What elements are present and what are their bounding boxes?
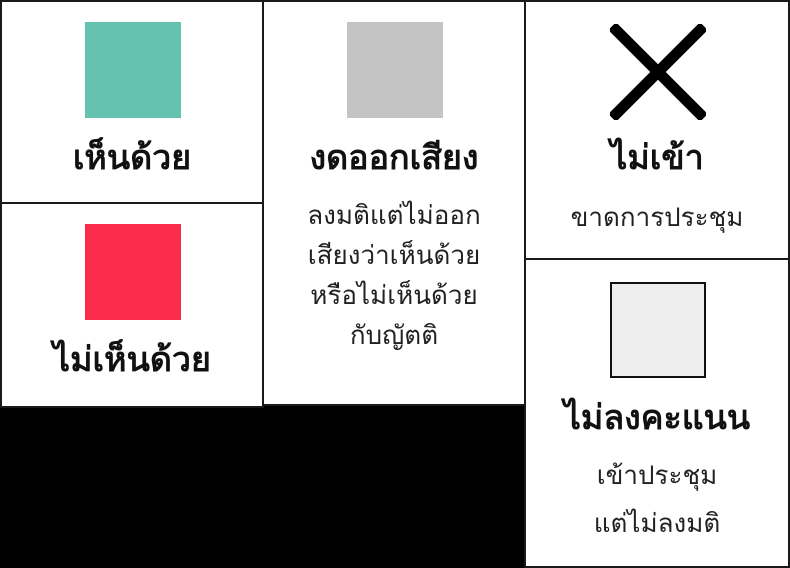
absent-desc-line: ขาดการประชุม <box>570 203 744 233</box>
x-icon <box>610 24 706 120</box>
no-vote-desc-line: เข้าประชุม <box>596 461 718 491</box>
legend-item-no-vote: ไม่ลงคะแนน เข้าประชุม แต่ไม่ลงมติ <box>524 258 790 568</box>
abstain-desc-line: เสียงว่าเห็นด้วย <box>307 241 481 271</box>
abstain-desc-line: ลงมติแต่ไม่ออก <box>307 201 481 231</box>
abstain-desc-line: หรือไม่เห็นด้วย <box>310 281 478 311</box>
absent-label: ไม่เข้า <box>610 138 704 178</box>
no-vote-desc-line: แต่ไม่ลงมติ <box>593 509 721 539</box>
abstain-desc-line: กับญัตติ <box>349 321 439 351</box>
no-vote-swatch <box>610 282 706 378</box>
legend-item-absent: ไม่เข้า ขาดการประชุม <box>524 0 790 260</box>
disagree-swatch <box>85 224 181 320</box>
abstain-label: งดออกเสียง <box>309 138 479 178</box>
abstain-swatch <box>347 22 443 118</box>
legend-item-abstain: งดออกเสียง ลงมติแต่ไม่ออก เสียงว่าเห็นด้… <box>262 0 526 406</box>
legend-item-disagree: ไม่เห็นด้วย <box>0 202 264 408</box>
agree-label: เห็นด้วย <box>72 138 192 178</box>
agree-swatch <box>85 22 181 118</box>
no-vote-label: ไม่ลงคะแนน <box>563 398 751 438</box>
legend-item-agree: เห็นด้วย <box>0 0 264 204</box>
disagree-label: ไม่เห็นด้วย <box>53 340 211 380</box>
